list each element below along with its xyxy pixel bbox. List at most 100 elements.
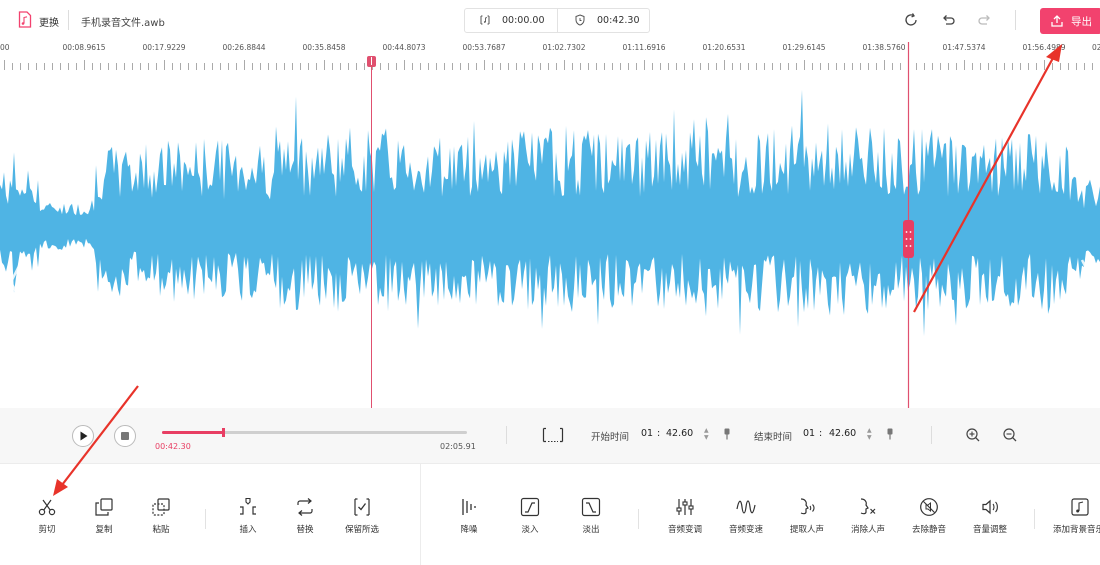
denoise-label: 降噪 xyxy=(460,525,478,535)
keep-selection-button[interactable]: 保留所选 xyxy=(334,497,390,535)
zoom-in-icon[interactable] xyxy=(965,427,981,443)
scroll-left-arrow-icon[interactable] xyxy=(6,252,26,312)
selection-time-box: 00:00.00 00:42.30 xyxy=(464,8,650,33)
pitch-shift-label: 音频变调 xyxy=(667,525,702,535)
add-background-music-label: 添加背景音乐 xyxy=(1053,525,1100,535)
volume-adjust-button[interactable]: 音量调整 xyxy=(962,497,1018,535)
copy-button[interactable]: 复制 xyxy=(76,497,132,535)
keep-selection-label: 保留所选 xyxy=(344,525,379,535)
ruler-tick-label: 00:35.8458 xyxy=(302,43,346,52)
ruler-tick-label: 01:11.6916 xyxy=(622,43,666,52)
fade-in-button[interactable]: 淡入 xyxy=(502,497,558,535)
ruler-tick-label: 00 xyxy=(0,43,10,52)
selection-end-marker[interactable] xyxy=(0,42,1100,408)
fade-out-label: 淡出 xyxy=(582,525,600,535)
paste-icon xyxy=(152,498,170,516)
ruler-tick-label: 00:26.8844 xyxy=(222,43,266,52)
audio-file-icon xyxy=(18,11,32,28)
file-name: 手机录音文件.awb xyxy=(81,18,165,29)
extract-voice-button[interactable]: 提取人声 xyxy=(779,497,835,535)
play-icon xyxy=(80,431,88,441)
selection-length-time: 00:42.30 xyxy=(597,15,640,26)
insert-button[interactable]: 插入 xyxy=(220,497,276,535)
divider xyxy=(205,509,206,529)
volume-icon xyxy=(982,499,998,515)
end-seconds-input[interactable]: 42.60 xyxy=(829,428,857,439)
ruler-tick-label: 00:53.7687 xyxy=(462,43,506,52)
stop-icon xyxy=(121,432,129,440)
extract-voice-label: 提取人声 xyxy=(789,525,824,535)
progress-handle[interactable] xyxy=(222,428,225,437)
divider xyxy=(931,426,932,444)
scroll-right-arrow-icon[interactable] xyxy=(1078,252,1098,312)
ruler-tick-label: 01:29.6145 xyxy=(782,43,826,52)
zoom-out-icon[interactable] xyxy=(1002,427,1018,443)
undo-icon[interactable] xyxy=(940,12,956,28)
insert-label: 插入 xyxy=(239,525,257,535)
ruler-tick-label: 00:17.9229 xyxy=(142,43,186,52)
replace-file-button[interactable]: 更换 xyxy=(39,18,59,29)
denoise-icon xyxy=(462,499,476,515)
speed-change-button[interactable]: 音频变速 xyxy=(718,497,774,535)
start-minutes-input[interactable]: 01 xyxy=(641,428,654,439)
fade-in-label: 淡入 xyxy=(521,525,539,535)
insert-icon xyxy=(240,497,256,515)
equalizer-icon xyxy=(676,499,694,515)
ruler-tick-label: 01:02.7302 xyxy=(542,43,586,52)
ruler-tick-label: 01:38.5760 xyxy=(862,43,906,52)
divider xyxy=(557,9,558,32)
end-minutes-input[interactable]: 01 xyxy=(803,428,816,439)
mute-icon xyxy=(920,498,938,516)
replace-label: 替换 xyxy=(296,525,314,535)
waveform-area[interactable] xyxy=(0,42,1100,408)
divider xyxy=(506,426,507,444)
total-time: 02:05.91 xyxy=(440,442,476,451)
scissors-icon xyxy=(38,499,56,516)
upload-icon xyxy=(1051,15,1063,27)
pin-end-icon[interactable] xyxy=(886,428,894,440)
music-icon xyxy=(1071,498,1089,516)
speed-change-label: 音频变速 xyxy=(728,525,763,535)
stop-button[interactable] xyxy=(114,425,136,447)
keep-selection-icon xyxy=(354,498,370,516)
wave-icon xyxy=(736,500,756,514)
fade-in-icon xyxy=(520,497,540,517)
replace-button[interactable]: 替换 xyxy=(277,497,333,535)
remove-voice-button[interactable]: 消除人声 xyxy=(840,497,896,535)
export-label: 导出 xyxy=(1071,16,1092,28)
playback-progress-bar[interactable] xyxy=(162,428,467,437)
ruler-tick-label: 00:44.8073 xyxy=(382,43,426,52)
remove-silence-button[interactable]: 去除静音 xyxy=(901,497,957,535)
remove-silence-label: 去除静音 xyxy=(911,525,946,535)
fade-out-button[interactable]: 淡出 xyxy=(563,497,619,535)
paste-button[interactable]: 粘贴 xyxy=(133,497,189,535)
redo-icon[interactable] xyxy=(977,12,993,28)
waveform[interactable] xyxy=(0,72,1100,408)
cut-button[interactable]: 剪切 xyxy=(19,497,75,535)
voice-extract-icon xyxy=(800,498,815,515)
pin-start-icon[interactable] xyxy=(723,428,731,440)
shield-clock-icon xyxy=(575,14,585,26)
end-time-stepper[interactable]: ▲ ▼ xyxy=(867,427,872,441)
current-time: 00:42.30 xyxy=(155,442,191,451)
start-seconds-input[interactable]: 42.60 xyxy=(666,428,694,439)
export-button[interactable]: 导出 xyxy=(1040,8,1100,34)
time-colon: : xyxy=(657,428,661,439)
select-region-icon[interactable] xyxy=(542,427,564,443)
start-time-stepper[interactable]: ▲ ▼ xyxy=(704,427,709,441)
divider xyxy=(1034,509,1035,529)
denoise-button[interactable]: 降噪 xyxy=(441,497,497,535)
playhead-marker[interactable] xyxy=(0,52,1100,408)
top-bar: 更换 手机录音文件.awb 00:00.00 00:42.30 xyxy=(0,0,1100,42)
copy-icon xyxy=(95,498,113,516)
play-button[interactable] xyxy=(72,425,94,447)
ruler-tick-label: 00:08.9615 xyxy=(62,43,106,52)
voice-remove-icon xyxy=(860,498,876,515)
add-background-music-button[interactable]: 添加背景音乐 xyxy=(1051,497,1100,535)
refresh-icon[interactable] xyxy=(903,12,919,28)
remove-voice-label: 消除人声 xyxy=(850,525,885,535)
ruler-tick-label: 01:47.5374 xyxy=(942,43,986,52)
pitch-shift-button[interactable]: 音频变调 xyxy=(657,497,713,535)
ruler-tick-label: 02 xyxy=(1092,43,1100,52)
